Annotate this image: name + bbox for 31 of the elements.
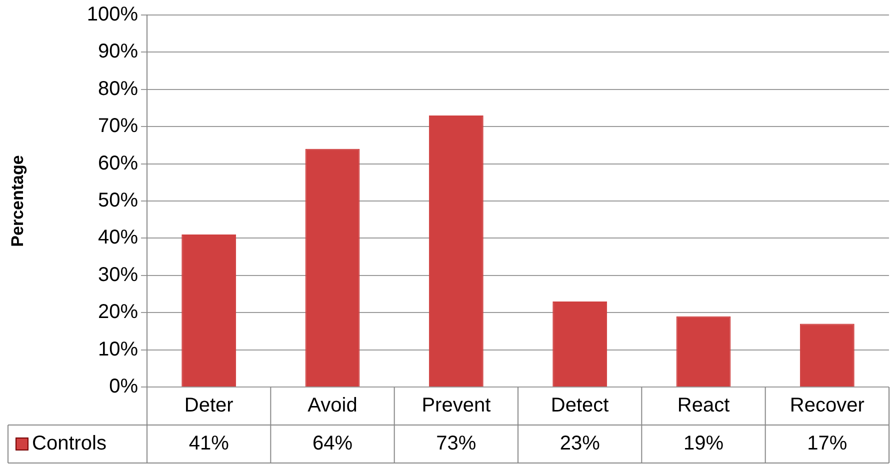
y-tick-label: 10%	[98, 338, 138, 360]
y-tick-label: 70%	[98, 115, 138, 138]
y-tick-label: 100%	[86, 4, 138, 26]
data-label: 23%	[560, 432, 600, 455]
y-tick-label: 20%	[98, 301, 138, 324]
x-tick-label: Avoid	[308, 394, 358, 417]
x-tick-label: Prevent	[422, 394, 492, 417]
y-tick-label: 0%	[109, 376, 138, 398]
bar	[305, 148, 360, 386]
data-label: 19%	[683, 432, 724, 455]
x-tick-label: React	[677, 394, 730, 417]
bar	[182, 234, 236, 386]
bar	[428, 115, 484, 386]
y-tick-label: 50%	[98, 190, 138, 212]
y-tick-label: 80%	[98, 78, 138, 100]
y-tick-label: 90%	[98, 40, 138, 63]
bar	[676, 316, 731, 386]
x-tick-label: Recover	[790, 394, 865, 417]
x-tick-label: Detect	[550, 394, 610, 417]
legend-label: Controls	[32, 432, 106, 455]
data-label: 17%	[807, 432, 848, 455]
y-axis-title: Percentage	[8, 155, 27, 247]
data-label: 64%	[312, 432, 353, 455]
y-tick-label: 30%	[98, 264, 138, 286]
bar	[800, 324, 854, 386]
y-tick-label: 40%	[98, 226, 138, 249]
data-label: 41%	[188, 432, 230, 455]
y-tick-label: 60%	[98, 152, 138, 174]
data-label: 73%	[436, 432, 476, 455]
bar	[552, 301, 608, 386]
x-tick-label: Deter	[184, 394, 234, 417]
